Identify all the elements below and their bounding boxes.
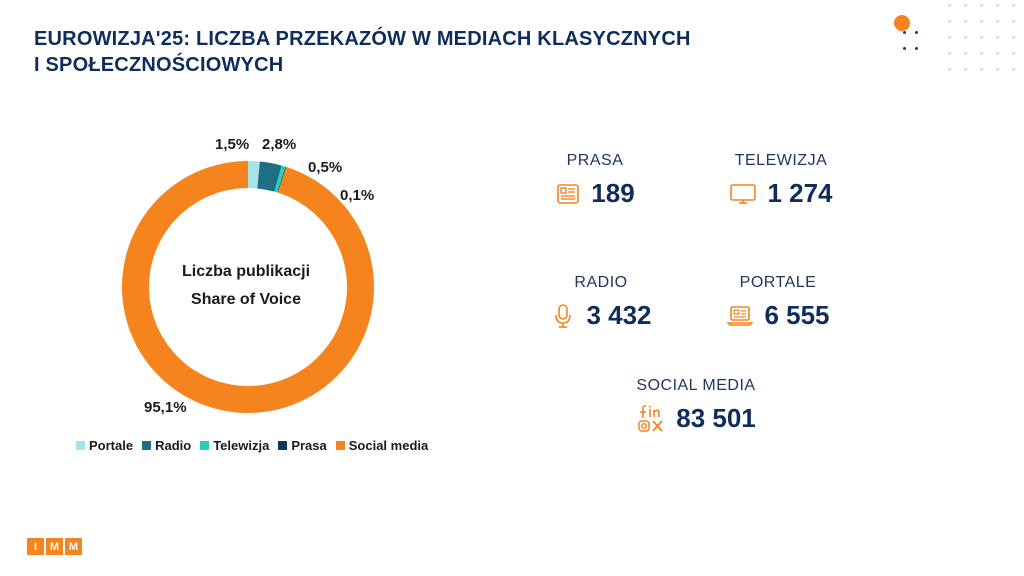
decorative-dot xyxy=(1012,4,1015,7)
legend-swatch-portale xyxy=(76,441,85,450)
center-label-line-2: Share of Voice xyxy=(191,291,301,308)
newspaper-icon xyxy=(557,183,580,204)
title-line-2: I SPOŁECZNOŚCIOWYCH xyxy=(34,54,284,76)
decorative-dot xyxy=(903,31,906,34)
stat-radio-label: RADIO xyxy=(574,274,628,291)
decorative-dot xyxy=(948,68,951,71)
decorative-dot xyxy=(1012,68,1015,71)
donut-slice-social-media xyxy=(122,161,375,414)
decorative-dot xyxy=(996,68,999,71)
stat-social-media: SOCIAL MEDIA 83 501 xyxy=(601,377,791,434)
decorative-dot xyxy=(903,47,906,50)
decorative-dot xyxy=(948,36,951,39)
title-line-1: EUROWIZJA'25: LICZBA PRZEKAZÓW W MEDIACH… xyxy=(34,28,691,50)
decorative-dot xyxy=(948,20,951,23)
stat-telewizja-value: 1 274 xyxy=(767,178,833,208)
legend-label-telewizja: Telewizja xyxy=(213,438,270,453)
decorative-dot xyxy=(915,47,918,50)
logo-letter-3: M xyxy=(65,538,82,555)
donut-slice-radio xyxy=(257,161,282,192)
logo-letter-1: I xyxy=(27,538,44,555)
donut-slice-telewizja xyxy=(274,165,286,193)
legend-item-social-media: Social media xyxy=(335,438,429,453)
decorative-dot xyxy=(948,52,951,55)
decorative-dot xyxy=(996,20,999,23)
decorative-dot xyxy=(964,36,967,39)
decorative-dot xyxy=(915,31,918,34)
legend-label-social-media: Social media xyxy=(348,438,429,453)
stat-social-media-label: SOCIAL MEDIA xyxy=(636,377,756,394)
decorative-dot xyxy=(948,4,951,7)
donut-slice-portale xyxy=(248,161,260,189)
stat-telewizja: TELEWIZJA 1 274 xyxy=(686,152,876,209)
legend-swatch-social-media xyxy=(335,441,345,450)
data-label-prasa: 0,1% xyxy=(340,187,374,204)
stat-prasa-label: PRASA xyxy=(566,152,624,169)
decorative-dot xyxy=(964,68,967,71)
stat-portale-label: PORTALE xyxy=(739,274,817,291)
data-label-radio: 2,8% xyxy=(262,136,296,153)
data-label-social-media: 95,1% xyxy=(144,399,187,416)
decorative-dot xyxy=(964,52,967,55)
stat-portale: PORTALE 6 555 xyxy=(683,274,873,331)
page-title: EUROWIZJA'25: LICZBA PRZEKAZÓW W MEDIACH… xyxy=(34,26,794,78)
donut-slice-prasa xyxy=(277,166,287,193)
microphone-icon xyxy=(555,303,572,328)
legend-item-portale: Portale xyxy=(76,438,133,453)
share-of-voice-donut-chart: Liczba publikacji Share of Voice 1,5% 2,… xyxy=(122,136,375,416)
decorative-dot xyxy=(980,68,983,71)
decorative-dot xyxy=(964,4,967,7)
decorative-dot xyxy=(980,36,983,39)
decorative-dot xyxy=(1012,52,1015,55)
legend-item-radio: Radio xyxy=(142,438,191,453)
data-label-portale: 1,5% xyxy=(215,136,249,153)
stat-radio-value: 3 432 xyxy=(586,300,652,330)
legend-label-radio: Radio xyxy=(155,438,192,453)
tv-icon xyxy=(730,183,757,204)
stat-prasa: PRASA 189 xyxy=(500,152,690,209)
decorative-dot xyxy=(964,20,967,23)
decorative-dot xyxy=(980,20,983,23)
legend-item-prasa: Prasa xyxy=(278,438,327,453)
legend-swatch-prasa xyxy=(278,441,288,450)
legend-label-portale: Portale xyxy=(89,438,134,453)
logo-letter-2: M xyxy=(46,538,63,555)
social-media-icon xyxy=(638,404,663,432)
donut-slices xyxy=(122,161,375,414)
decorative-dot xyxy=(980,4,983,7)
decorative-dot xyxy=(1012,20,1015,23)
decorative-dot xyxy=(996,4,999,7)
data-label-telewizja: 0,5% xyxy=(308,159,342,176)
stat-social-media-value: 83 501 xyxy=(676,403,756,433)
imm-logo: I M M xyxy=(27,538,82,555)
legend-item-telewizja: Telewizja xyxy=(200,438,269,453)
legend-swatch-telewizja xyxy=(200,441,210,450)
laptop-icon xyxy=(726,305,755,326)
stat-prasa-value: 189 xyxy=(591,178,635,208)
decorative-dot xyxy=(996,36,999,39)
legend-swatch-radio xyxy=(142,441,152,450)
decorative-dot xyxy=(980,52,983,55)
stat-portale-value: 6 555 xyxy=(764,300,830,330)
stat-radio: RADIO 3 432 xyxy=(506,274,696,331)
decorative-orange-dot xyxy=(894,15,910,31)
decorative-dot xyxy=(1012,36,1015,39)
legend-label-prasa: Prasa xyxy=(291,438,327,453)
decorative-dot xyxy=(996,52,999,55)
stat-telewizja-label: TELEWIZJA xyxy=(734,152,828,169)
chart-legend: Portale Radio Telewizja Prasa Social med… xyxy=(76,438,428,453)
center-label-line-1: Liczba publikacji xyxy=(182,263,310,280)
